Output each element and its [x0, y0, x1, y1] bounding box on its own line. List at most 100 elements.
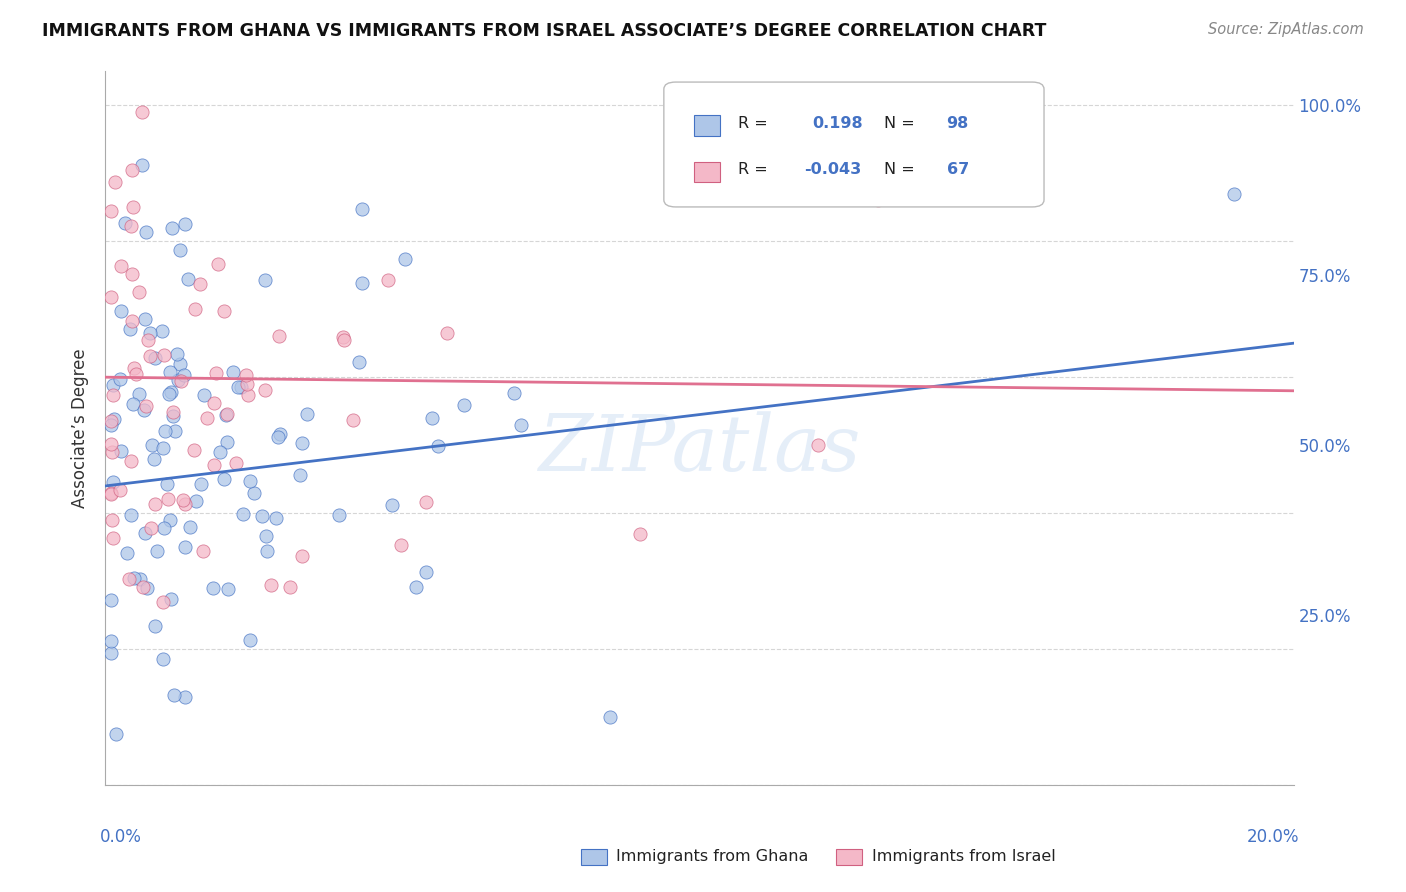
Text: R =: R = [738, 162, 772, 178]
Point [100, 646, 122, 660]
Point [174, 497, 197, 511]
Point [394, 252, 416, 266]
Point [342, 412, 364, 426]
Point [100, 290, 122, 304]
Point [226, 380, 249, 394]
Point [183, 443, 205, 458]
Point [288, 467, 311, 482]
Point [232, 507, 254, 521]
Point [427, 439, 450, 453]
Point [100, 204, 122, 219]
Point [101, 388, 124, 402]
Point [377, 273, 399, 287]
Text: Immigrants from Israel: Immigrants from Israel [872, 849, 1056, 863]
Point [1223, 186, 1246, 201]
FancyBboxPatch shape [581, 849, 607, 865]
Point [156, 477, 179, 491]
Text: R =: R = [738, 116, 772, 131]
Point [122, 571, 145, 585]
Point [122, 361, 145, 376]
Text: N =: N = [883, 162, 920, 178]
FancyBboxPatch shape [664, 82, 1045, 207]
Point [208, 445, 231, 459]
Point [110, 372, 132, 386]
Point [120, 454, 142, 468]
Point [405, 580, 427, 594]
Point [159, 513, 181, 527]
Point [145, 544, 167, 558]
Point [807, 438, 830, 452]
Point [350, 202, 373, 216]
Point [128, 386, 150, 401]
Point [256, 543, 278, 558]
Point [328, 508, 350, 522]
Point [160, 221, 183, 235]
Point [152, 652, 174, 666]
Text: 67: 67 [946, 162, 969, 178]
Point [256, 529, 278, 543]
Point [139, 326, 162, 340]
Point [217, 407, 239, 421]
Text: N =: N = [883, 116, 920, 131]
Point [100, 633, 122, 648]
Point [118, 322, 141, 336]
Point [191, 544, 214, 558]
Point [347, 355, 370, 369]
Point [121, 267, 143, 281]
Point [160, 384, 183, 399]
Point [215, 434, 238, 449]
Point [190, 477, 212, 491]
Point [217, 582, 239, 596]
Point [110, 444, 132, 458]
Point [231, 380, 253, 394]
Text: 0.0%: 0.0% [100, 828, 142, 846]
Point [101, 512, 124, 526]
Point [193, 388, 215, 402]
Point [135, 225, 157, 239]
Point [599, 710, 621, 724]
Point [122, 396, 145, 410]
Point [100, 486, 122, 500]
Point [104, 175, 127, 189]
Point [156, 492, 179, 507]
Point [807, 186, 830, 201]
Text: IMMIGRANTS FROM GHANA VS IMMIGRANTS FROM ISRAEL ASSOCIATE’S DEGREE CORRELATION C: IMMIGRANTS FROM GHANA VS IMMIGRANTS FROM… [42, 22, 1046, 40]
Point [143, 497, 166, 511]
Point [139, 521, 162, 535]
Point [134, 312, 156, 326]
Text: -0.043: -0.043 [804, 162, 862, 178]
Point [120, 219, 142, 233]
Point [157, 387, 180, 401]
Point [143, 619, 166, 633]
Text: Source: ZipAtlas.com: Source: ZipAtlas.com [1208, 22, 1364, 37]
Point [269, 427, 291, 442]
Point [333, 333, 356, 347]
Point [103, 412, 125, 426]
FancyBboxPatch shape [837, 849, 862, 865]
Point [121, 314, 143, 328]
Point [183, 302, 205, 317]
Point [163, 425, 186, 439]
Point [131, 105, 153, 120]
Point [166, 373, 188, 387]
Point [143, 351, 166, 365]
Point [250, 508, 273, 523]
Point [170, 374, 193, 388]
Point [202, 581, 225, 595]
Point [214, 408, 236, 422]
Point [212, 472, 235, 486]
Point [291, 435, 314, 450]
Point [352, 276, 374, 290]
Point [235, 368, 257, 382]
FancyBboxPatch shape [693, 115, 720, 136]
Point [162, 409, 184, 424]
Point [415, 494, 437, 508]
Point [436, 326, 458, 340]
Point [100, 593, 122, 607]
Point [239, 633, 262, 648]
Point [202, 458, 225, 472]
Point [391, 537, 413, 551]
Point [134, 526, 156, 541]
Text: ZIPatlas: ZIPatlas [538, 411, 860, 488]
Point [239, 474, 262, 488]
